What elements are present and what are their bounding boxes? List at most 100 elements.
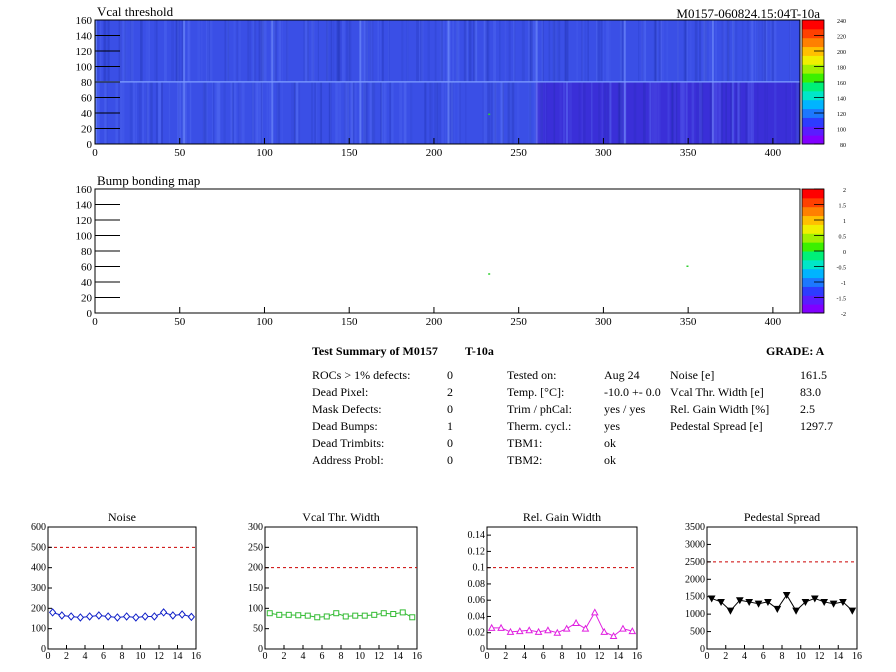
x-tick-label: 12 (815, 651, 825, 662)
noise-stripe (315, 82, 318, 144)
noise-stripe (326, 20, 328, 82)
x-tick-label: 8 (560, 651, 565, 662)
noise-stripe (138, 82, 142, 144)
data-point (352, 612, 359, 619)
x-tick-label: 10 (355, 651, 365, 662)
noise-stripe (246, 20, 249, 82)
noise-stripe (555, 20, 558, 82)
noise-stripe (121, 82, 125, 144)
noise-stripe (696, 82, 699, 144)
data-point (764, 598, 772, 606)
x-tick-label: 0 (705, 651, 710, 662)
noise-stripe (118, 20, 122, 82)
noise-stripe (745, 82, 748, 144)
noise-stripe (721, 20, 725, 82)
x-tick-label: 0 (92, 147, 98, 159)
noise-stripe (129, 82, 132, 144)
data-point (333, 610, 340, 617)
noise-stripe (227, 20, 230, 82)
noise-stripe (683, 20, 687, 82)
noise-stripe (139, 82, 142, 144)
x-tick-label: 0 (485, 651, 490, 662)
noise-stripe (366, 82, 369, 144)
noise-stripe (681, 82, 685, 144)
noise-stripe (732, 20, 735, 82)
y-tick-label: 200 (31, 603, 46, 614)
noise-stripe (329, 20, 331, 82)
noise-stripe (680, 82, 683, 144)
noise-stripe (217, 82, 221, 144)
noise-stripe (602, 20, 604, 82)
noise-stripe (458, 82, 461, 144)
data-point (390, 611, 397, 618)
noise-stripe (175, 20, 178, 82)
x-tick-label: 4 (522, 651, 527, 662)
noise-stripe (434, 82, 437, 144)
noise-stripe (508, 20, 511, 82)
y-tick-label: 60 (81, 262, 93, 274)
noise-stripe (204, 82, 207, 144)
noise-stripe (273, 20, 276, 82)
noise-stripe (320, 82, 323, 144)
x-tick-label: 16 (852, 651, 862, 662)
noise-stripe (124, 20, 126, 82)
noise-stripe (261, 20, 264, 82)
noise-stripe (384, 82, 387, 144)
noise-stripe (387, 20, 389, 82)
noise-stripe (238, 20, 241, 82)
noise-stripe (676, 82, 678, 144)
noise-stripe (494, 82, 497, 144)
x-tick-label: 14 (613, 651, 623, 662)
noise-stripe (765, 20, 767, 82)
y-tick-label: 0 (700, 644, 705, 655)
noise-stripe (731, 82, 734, 144)
noise-stripe (434, 20, 437, 82)
noise-stripe (507, 82, 511, 144)
noise-stripe (474, 20, 477, 82)
noise-stripe (741, 20, 744, 82)
map-title: Vcal threshold (97, 4, 174, 19)
noise-stripe (656, 20, 658, 82)
noise-stripe (453, 82, 456, 144)
noise-stripe (293, 82, 297, 144)
noise-stripe (350, 82, 354, 144)
x-tick-label: 8 (339, 651, 344, 662)
data-point (371, 611, 378, 618)
roc-edge (447, 20, 450, 82)
noise-stripe (311, 20, 315, 82)
noise-stripe (330, 20, 332, 82)
noise-stripe (326, 20, 328, 82)
noise-stripe (238, 82, 241, 144)
noise-stripe (764, 20, 766, 82)
noise-stripe (371, 82, 374, 144)
noise-stripe (332, 20, 335, 82)
noise-stripe (732, 20, 735, 82)
noise-stripe (701, 82, 703, 144)
noise-stripe (694, 20, 697, 82)
map-title: Bump bonding map (97, 173, 200, 188)
noise-stripe (155, 82, 158, 144)
noise-stripe (241, 82, 245, 144)
noise-stripe (757, 20, 760, 82)
colorbar-band (802, 73, 824, 83)
noise-stripe (363, 82, 366, 144)
noise-stripe (366, 20, 369, 82)
noise-stripe (638, 20, 640, 82)
noise-stripe (156, 20, 158, 82)
noise-stripe (298, 82, 301, 144)
x-tick-label: 0 (46, 651, 51, 662)
noise-stripe (493, 82, 497, 144)
noise-stripe (233, 20, 236, 82)
series-line (711, 594, 853, 612)
y-tick-label: 160 (76, 184, 93, 196)
y-tick-label: 0 (480, 644, 485, 655)
noise-stripe (251, 82, 255, 144)
data-point (285, 611, 292, 618)
y-tick-label: 0.08 (468, 579, 486, 590)
noise-stripe (248, 20, 251, 82)
noise-stripe (667, 82, 670, 144)
colorbar-band (802, 117, 824, 127)
colorbar-band (802, 64, 824, 74)
roc-block (359, 82, 448, 145)
